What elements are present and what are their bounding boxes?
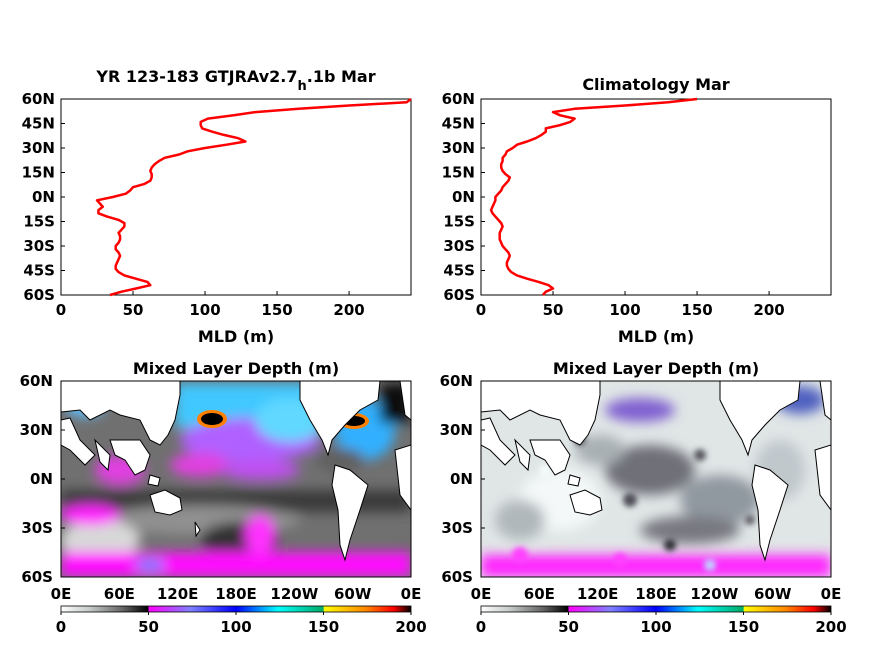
longitude-tick-label: 60W bbox=[334, 585, 372, 603]
colorbar-gradient bbox=[480, 605, 832, 613]
latitude-tick-label: 30S bbox=[441, 519, 473, 537]
y-tick-label: 45N bbox=[22, 115, 55, 133]
x-tick-label: 200 bbox=[333, 301, 364, 319]
colorbar-tick-label: 0 bbox=[476, 618, 486, 636]
longitude-tick-label: 120E bbox=[157, 585, 199, 603]
longitude-tick-label: 0E bbox=[51, 585, 72, 603]
y-tick-label: 45S bbox=[23, 262, 55, 280]
colorbar-right: 0 50 100 150 200 bbox=[476, 605, 847, 636]
x-axis-label: MLD (m) bbox=[618, 327, 694, 346]
chart-title: Mixed Layer Depth (m) bbox=[553, 359, 759, 378]
y-tick-label: 0N bbox=[32, 188, 55, 206]
latitude-tick-label: 0N bbox=[450, 470, 473, 488]
x-tick-label: 150 bbox=[681, 301, 712, 319]
colorbar-left: 0 50 100 150 200 bbox=[56, 605, 427, 636]
colorbar-tick-label: 100 bbox=[640, 618, 671, 636]
land-mask bbox=[481, 381, 831, 562]
x-axis-label: MLD (m) bbox=[198, 327, 274, 346]
colorbar-tick-label: 0 bbox=[56, 618, 66, 636]
colorbar-tick-label: 100 bbox=[220, 618, 251, 636]
colorbar-tick-label: 200 bbox=[815, 618, 846, 636]
y-tick-label: 15N bbox=[22, 164, 55, 182]
panel-climatology-map: Mixed Layer Depth (m) bbox=[440, 359, 842, 603]
x-tick-label: 200 bbox=[753, 301, 784, 319]
latitude-tick-label: 0N bbox=[30, 470, 53, 488]
colorbar-tick-label: 50 bbox=[138, 618, 159, 636]
axis-ticks: 0 50 100 150 200 60S 45S 30S 15S 0N 15N 30N 45N 60N bbox=[442, 90, 785, 319]
panel-climatology-profile: Climatology Mar 0 50 100 150 200 60S 45S 30S 15S… bbox=[442, 75, 832, 346]
heatmap-field bbox=[61, 381, 411, 577]
axis-ticks: 0 50 100 150 200 60S 45S 30S 15S 0N 15N 30N 45N 60N bbox=[22, 90, 365, 319]
panel-model-map: Mixed Layer Depth (m) bbox=[20, 359, 422, 603]
y-tick-label: 30S bbox=[23, 237, 55, 255]
chart-title: YR 123-183 GTJRAv2.7h.1b Mar bbox=[95, 67, 375, 94]
x-tick-label: 100 bbox=[609, 301, 640, 319]
longitude-tick-label: 120W bbox=[270, 585, 318, 603]
x-tick-label: 100 bbox=[189, 301, 220, 319]
y-tick-label: 30N bbox=[22, 139, 55, 157]
land-mask bbox=[61, 381, 411, 562]
latitude-tick-label: 30N bbox=[20, 421, 53, 439]
colorbar-tick-label: 50 bbox=[558, 618, 579, 636]
y-tick-label: 30N bbox=[442, 139, 475, 157]
longitude-tick-label: 180E bbox=[215, 585, 257, 603]
y-tick-label: 60N bbox=[442, 90, 475, 108]
latitude-tick-label: 30N bbox=[440, 421, 473, 439]
x-tick-label: 0 bbox=[56, 301, 66, 319]
y-tick-label: 60S bbox=[443, 286, 475, 304]
series-line-climatology bbox=[489, 97, 698, 296]
y-tick-label: 15S bbox=[23, 213, 55, 231]
y-tick-label: 60S bbox=[23, 286, 55, 304]
x-tick-label: 0 bbox=[476, 301, 486, 319]
x-tick-label: 50 bbox=[543, 301, 564, 319]
heatmap-field bbox=[481, 381, 831, 577]
latitude-tick-label: 60N bbox=[440, 372, 473, 390]
chart-title: Climatology Mar bbox=[582, 75, 729, 94]
longitude-tick-label: 180E bbox=[635, 585, 677, 603]
panel-model-profile: YR 123-183 GTJRAv2.7h.1b Mar 0 50 100 150 20… bbox=[22, 67, 412, 346]
latitude-tick-label: 60S bbox=[441, 568, 473, 586]
colorbar-tick-label: 150 bbox=[308, 618, 339, 636]
colorbar-tick-label: 200 bbox=[395, 618, 426, 636]
x-tick-label: 150 bbox=[261, 301, 292, 319]
latitude-tick-label: 30S bbox=[21, 519, 53, 537]
y-tick-label: 60N bbox=[22, 90, 55, 108]
colorbar-gradient bbox=[60, 605, 412, 613]
longitude-tick-label: 0E bbox=[821, 585, 842, 603]
y-tick-label: 15N bbox=[442, 164, 475, 182]
latitude-tick-label: 60N bbox=[20, 372, 53, 390]
longitude-tick-label: 60E bbox=[524, 585, 555, 603]
x-tick-label: 50 bbox=[123, 301, 144, 319]
longitude-tick-label: 60W bbox=[754, 585, 792, 603]
y-tick-label: 15S bbox=[443, 213, 475, 231]
series-line-model bbox=[95, 98, 412, 297]
longitude-tick-label: 0E bbox=[471, 585, 492, 603]
y-tick-label: 0N bbox=[452, 188, 475, 206]
latitude-tick-label: 60S bbox=[21, 568, 53, 586]
y-tick-label: 30S bbox=[443, 237, 475, 255]
y-tick-label: 45S bbox=[443, 262, 475, 280]
longitude-tick-label: 60E bbox=[104, 585, 135, 603]
chart-title: Mixed Layer Depth (m) bbox=[133, 359, 339, 378]
plot-area bbox=[60, 98, 412, 296]
longitude-tick-label: 120W bbox=[690, 585, 738, 603]
plot-area bbox=[480, 98, 832, 296]
longitude-tick-label: 0E bbox=[401, 585, 422, 603]
y-tick-label: 45N bbox=[442, 115, 475, 133]
colorbar-tick-label: 150 bbox=[728, 618, 759, 636]
longitude-tick-label: 120E bbox=[577, 585, 619, 603]
